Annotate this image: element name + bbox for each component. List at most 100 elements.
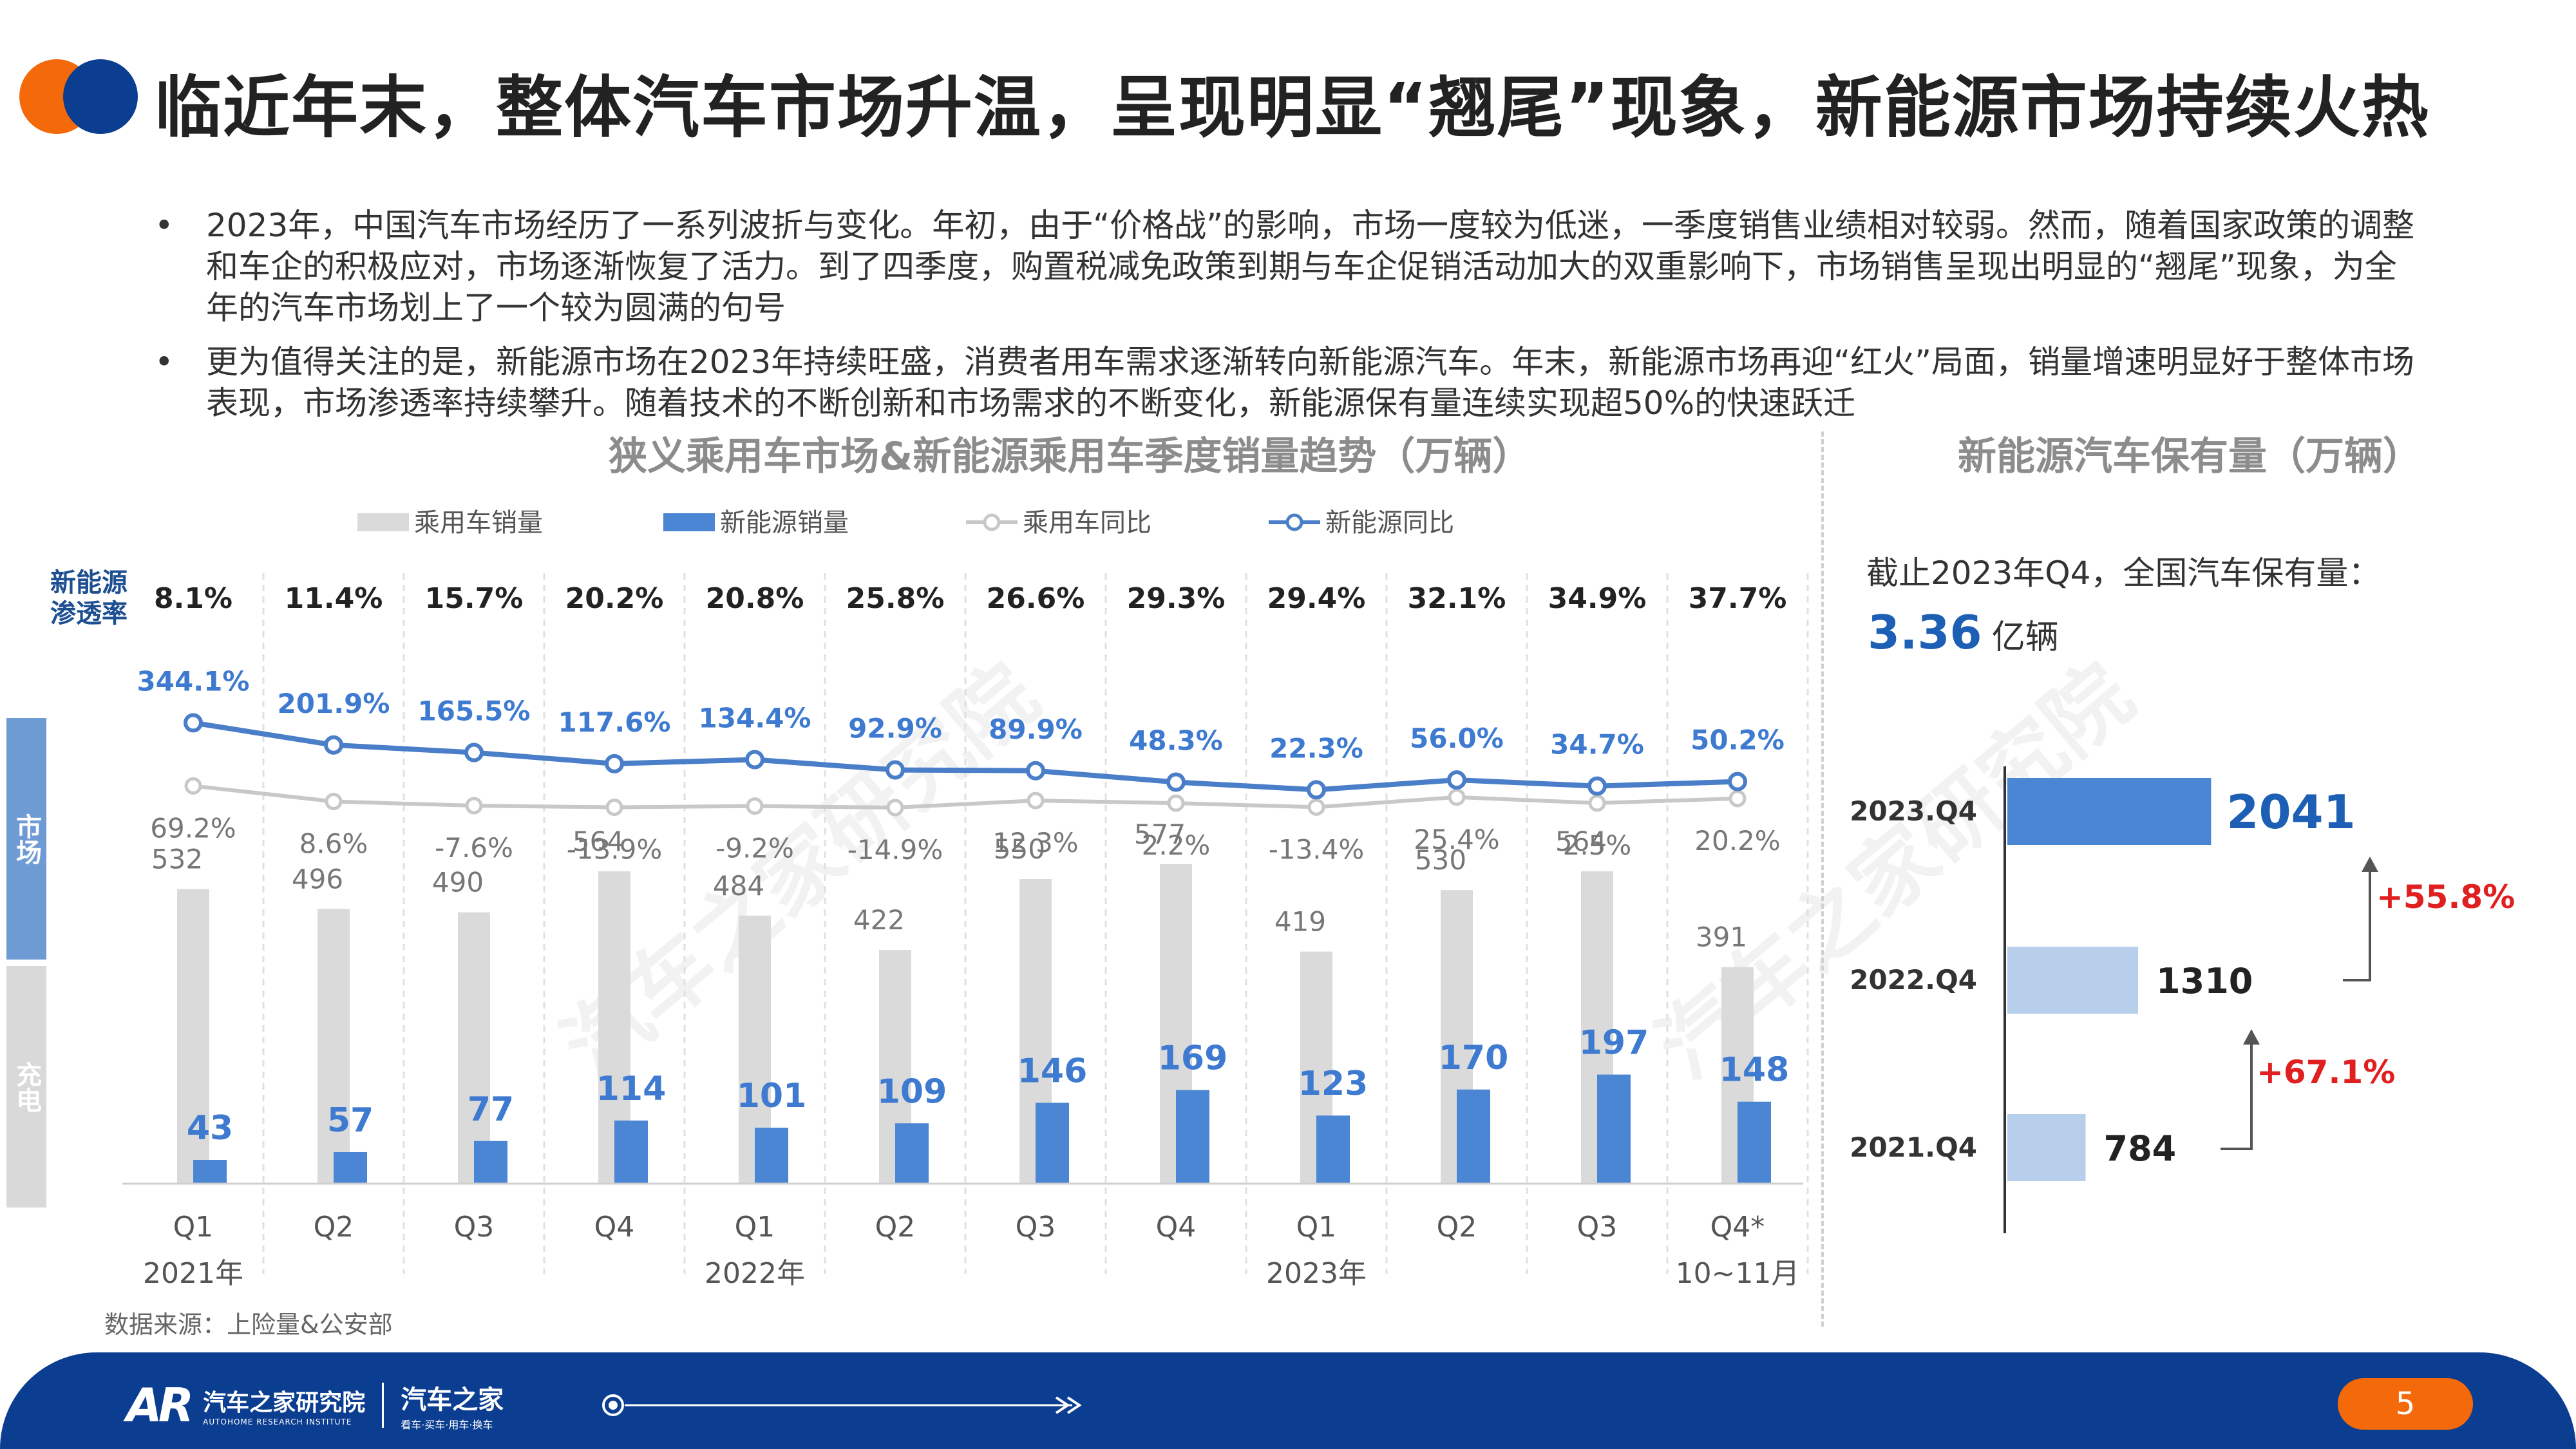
- bullet-marker: •: [155, 343, 174, 381]
- bar-nev-sales: [1036, 1103, 1069, 1184]
- growth-arrow-head-icon: [2243, 1029, 2260, 1045]
- point-total-yoy: [325, 793, 343, 811]
- legend-marker: [1285, 513, 1303, 531]
- x-year-label: 10~11月: [1676, 1257, 1800, 1290]
- penetration-value: 29.3%: [1127, 582, 1226, 615]
- bar-total-label: 391: [1696, 922, 1747, 953]
- label-total-yoy: -14.9%: [848, 834, 943, 866]
- point-nev-yoy: [324, 735, 343, 755]
- legend-label: 乘用车销量: [414, 508, 543, 538]
- bar-nev-label: 148: [1719, 1051, 1790, 1090]
- penetration-value: 26.6%: [987, 582, 1085, 615]
- bar-nev-label: 170: [1439, 1039, 1509, 1077]
- point-total-yoy: [746, 797, 764, 815]
- bar-nev-label: 109: [877, 1072, 947, 1111]
- growth-arrow-head-icon: [2362, 857, 2378, 872]
- point-total-yoy: [1167, 794, 1185, 812]
- footer-bar: [0, 1352, 2576, 1449]
- label-total-yoy: 69.2%: [150, 812, 236, 844]
- ownership-value-label: 784: [2104, 1128, 2177, 1169]
- x-tick-label: Q3: [1577, 1211, 1618, 1244]
- footer-separator: [382, 1383, 384, 1428]
- side-tab-market-label: 市场: [12, 813, 41, 865]
- label-total-yoy: -13.9%: [567, 834, 663, 866]
- label-total-yoy: 12.3%: [992, 827, 1078, 858]
- growth-arrow-line: [2343, 869, 2371, 981]
- point-total-yoy: [184, 777, 202, 795]
- bar-nev-sales: [1738, 1101, 1771, 1184]
- bar-nev-sales: [1597, 1074, 1631, 1184]
- side-tab-market: 市场: [6, 718, 46, 960]
- x-tick-label: Q4: [1156, 1211, 1197, 1244]
- label-total-yoy: 8.6%: [299, 828, 368, 860]
- ownership-total: 3.36 亿辆: [1868, 605, 2059, 659]
- penetration-value: 34.9%: [1548, 582, 1647, 615]
- side-tab-charging: 充电: [6, 966, 46, 1208]
- x-tick-label: Q2: [1437, 1211, 1477, 1244]
- x-year-label: 2022年: [705, 1257, 805, 1290]
- penetration-value: 37.7%: [1689, 582, 1787, 615]
- bar-total-label: 530: [1415, 844, 1466, 876]
- bar-total-label: 564: [573, 826, 624, 857]
- brand-slogan: 看车·买车·用车·换车: [401, 1419, 493, 1431]
- penetration-value: 15.7%: [425, 582, 524, 615]
- bar-nev-label: 101: [737, 1077, 807, 1115]
- growth-label: +67.1%: [2257, 1054, 2395, 1091]
- bar-total-label: 484: [713, 870, 764, 902]
- line-total-yoy: [193, 784, 1738, 810]
- logo-circle-blue: [63, 59, 138, 134]
- bar-nev-sales: [474, 1141, 507, 1184]
- label-nev-yoy: 165.5%: [418, 696, 531, 727]
- x-tick-label: Q3: [1016, 1211, 1056, 1244]
- bar-nev-label: 57: [327, 1101, 374, 1140]
- footer-logo: AR 汽车之家研究院 AUTOHOME RESEARCH INSTITUTE 汽…: [126, 1378, 504, 1432]
- x-tick-label: Q4: [594, 1211, 635, 1244]
- bar-nev-label: 43: [187, 1109, 233, 1148]
- ownership-note: 截止2023年Q4，全国汽车保有量：: [1866, 554, 2381, 592]
- label-nev-yoy: 56.0%: [1410, 723, 1504, 754]
- label-total-yoy: 20.2%: [1694, 825, 1780, 857]
- ownership-category-label: 2021.Q4: [1850, 1132, 1977, 1163]
- point-total-yoy: [605, 799, 623, 817]
- penetration-label: 新能源: [50, 568, 128, 598]
- x-tick-label: Q3: [454, 1211, 495, 1244]
- penetration-value: 20.2%: [565, 582, 664, 615]
- nev-ownership-chart: 2023.Q4 2041 2022.Q4 1310 2021.Q4 784 +55.8% +6…: [1850, 766, 2515, 1233]
- bar-nev-sales: [1457, 1089, 1490, 1184]
- bar-nev-label: 146: [1018, 1052, 1088, 1090]
- point-nev-yoy: [1587, 776, 1607, 796]
- line-nev-yoy: [193, 720, 1738, 793]
- bar-nev-sales: [193, 1160, 227, 1184]
- point-total-yoy: [1307, 798, 1325, 816]
- ownership-total-value: 3.36: [1868, 605, 1982, 659]
- bar-nev-sales: [895, 1123, 929, 1184]
- bar-nev-sales: [334, 1151, 367, 1184]
- bar-nev-sales: [1316, 1115, 1350, 1184]
- penetration-value: 11.4%: [285, 582, 383, 615]
- bar-total-label: 532: [151, 843, 203, 875]
- label-nev-yoy: 50.2%: [1690, 724, 1785, 756]
- bar-total-label: 550: [994, 833, 1045, 865]
- bar-nev-sales: [614, 1120, 648, 1184]
- point-nev-yoy: [745, 750, 764, 770]
- point-total-yoy: [886, 799, 904, 817]
- point-nev-yoy: [886, 760, 905, 780]
- label-nev-yoy: 22.3%: [1269, 732, 1363, 764]
- bar-nev-label: 169: [1158, 1039, 1228, 1078]
- penetration-value: 20.8%: [706, 582, 804, 615]
- bar-ownership: [2007, 947, 2139, 1014]
- bar-ownership: [2007, 778, 2211, 845]
- point-total-yoy: [465, 797, 483, 815]
- legend-swatch: [357, 513, 409, 531]
- point-nev-yoy: [184, 713, 203, 733]
- label-total-yoy: -13.4%: [1269, 833, 1365, 865]
- penetration-value: 32.1%: [1408, 582, 1506, 615]
- bar-nev-label: 197: [1579, 1024, 1649, 1063]
- x-tick-label: Q4*: [1710, 1211, 1765, 1244]
- label-total-yoy: 2.2%: [1142, 829, 1211, 861]
- brand-name: 汽车之家: [401, 1385, 504, 1415]
- bullet-text: 更为值得关注的是，新能源市场在2023年持续旺盛，消费者用车需求逐渐转向新能源汽…: [206, 343, 2415, 422]
- label-nev-yoy: 117.6%: [558, 706, 671, 738]
- ar-logo-icon: AR: [126, 1378, 194, 1432]
